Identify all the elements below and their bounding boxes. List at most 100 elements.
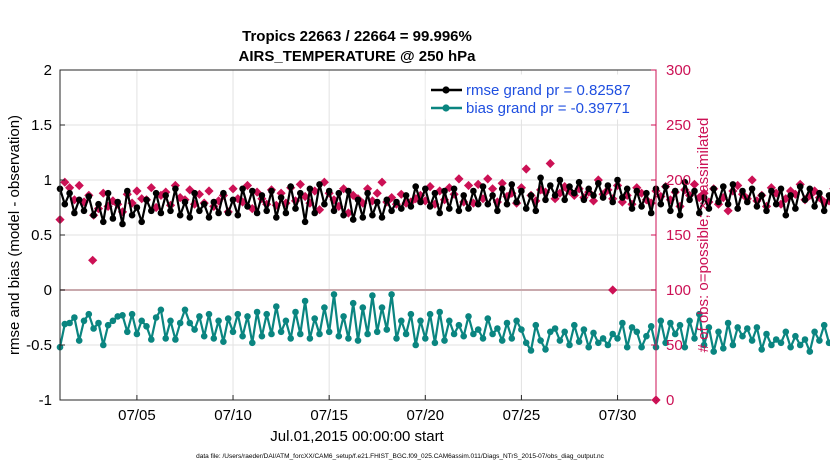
rmse-point bbox=[671, 187, 679, 195]
rmse-point bbox=[282, 209, 290, 217]
bias-point bbox=[494, 325, 501, 332]
rmse-point bbox=[234, 211, 242, 219]
bias-point bbox=[306, 335, 314, 342]
rmse-point bbox=[787, 192, 794, 199]
bias-point bbox=[748, 337, 756, 344]
bias-point bbox=[522, 339, 530, 347]
obs-assimilated-point bbox=[545, 158, 555, 169]
bias-point bbox=[489, 330, 496, 338]
legend-rmse-label: rmse grand pr = 0.82587 bbox=[466, 82, 631, 99]
rmse-point bbox=[388, 207, 395, 215]
bias-point bbox=[825, 339, 830, 347]
bias-point bbox=[398, 317, 405, 325]
rmse-point bbox=[748, 185, 756, 193]
rmse-point bbox=[820, 207, 828, 215]
rmse-point bbox=[258, 192, 266, 199]
obs-assimilated-point bbox=[747, 175, 757, 185]
rmse-point bbox=[373, 198, 381, 206]
bias-point bbox=[619, 319, 626, 327]
rmse-point bbox=[128, 211, 136, 219]
obs-assimilated-point bbox=[473, 179, 483, 189]
bias-point bbox=[148, 336, 155, 343]
bias-point bbox=[316, 330, 323, 338]
bias-point bbox=[172, 336, 179, 343]
bias-point bbox=[527, 347, 535, 354]
obs-assimilated-point bbox=[372, 188, 382, 198]
bias-point bbox=[277, 328, 285, 336]
x-tick-label: 07/25 bbox=[503, 407, 541, 424]
bias-point bbox=[811, 328, 818, 336]
rmse-point bbox=[393, 198, 400, 206]
rmse-point bbox=[407, 203, 415, 210]
bias-point bbox=[369, 292, 376, 299]
rmse-point bbox=[200, 200, 208, 208]
rmse-point bbox=[676, 211, 684, 219]
bias-point bbox=[479, 335, 487, 342]
rmse-point bbox=[301, 218, 309, 226]
rmse-point bbox=[345, 187, 352, 195]
bias-point bbox=[200, 332, 208, 340]
rmse-point bbox=[590, 192, 597, 199]
bias-point bbox=[196, 313, 203, 320]
bias-point bbox=[628, 324, 636, 331]
bias-point bbox=[753, 324, 761, 331]
x-axis-label: Jul.01,2015 00:00:00 start bbox=[270, 428, 444, 445]
rmse-point bbox=[80, 207, 88, 215]
bias-point bbox=[66, 319, 73, 327]
rmse-point bbox=[801, 196, 809, 204]
obs-assimilated-point bbox=[478, 194, 488, 204]
obs-assimilated-point bbox=[435, 186, 445, 196]
rmse-point bbox=[354, 196, 362, 204]
y2-tick-label: 150 bbox=[666, 227, 691, 244]
bias-point bbox=[75, 337, 83, 344]
rmse-point bbox=[292, 205, 299, 212]
obs-assimilated-point bbox=[204, 186, 214, 196]
rmse-point bbox=[498, 185, 506, 193]
obs-assimilated-point bbox=[420, 196, 430, 206]
bias-point bbox=[176, 319, 184, 327]
bias-point bbox=[657, 317, 665, 325]
bias-point bbox=[662, 339, 669, 347]
obs-assimilated-point bbox=[454, 174, 464, 184]
bias-point bbox=[696, 310, 703, 318]
rmse-point bbox=[595, 180, 602, 187]
bias-point bbox=[643, 332, 650, 340]
bias-point bbox=[724, 319, 732, 327]
rmse-point bbox=[66, 189, 73, 197]
obs-assimilated-point bbox=[487, 184, 498, 194]
bias-point bbox=[80, 317, 88, 325]
bias-point bbox=[638, 343, 645, 351]
y-tick-label: -1 bbox=[39, 392, 52, 409]
rmse-point bbox=[657, 200, 665, 208]
rmse-point bbox=[460, 192, 468, 199]
rmse-point bbox=[628, 205, 636, 212]
rmse-point bbox=[647, 209, 655, 217]
bias-series bbox=[56, 291, 830, 355]
obs-assimilated-point bbox=[377, 177, 387, 187]
obs-possible-point bbox=[608, 285, 618, 295]
obs-assimilated-point bbox=[314, 205, 325, 215]
rmse-point bbox=[633, 187, 641, 195]
rmse-point bbox=[61, 200, 69, 208]
bias-point bbox=[614, 335, 621, 342]
bias-point bbox=[263, 310, 271, 318]
rmse-point bbox=[758, 192, 765, 199]
rmse-point bbox=[450, 185, 458, 193]
rmse-point bbox=[297, 189, 304, 197]
rmse-point bbox=[85, 193, 93, 200]
legend-bias-label: bias grand pr = -0.39771 bbox=[466, 100, 630, 117]
rmse-point bbox=[508, 181, 516, 188]
rmse-series bbox=[56, 174, 830, 228]
bias-point bbox=[244, 313, 251, 320]
rmse-point bbox=[825, 192, 830, 199]
bias-point bbox=[311, 315, 319, 322]
bias-point bbox=[455, 321, 463, 329]
bias-point bbox=[556, 337, 564, 344]
rmse-point bbox=[532, 207, 540, 215]
bias-point bbox=[513, 317, 520, 325]
rmse-point bbox=[176, 211, 184, 219]
rmse-point bbox=[522, 205, 530, 212]
rmse-point bbox=[239, 185, 246, 193]
rmse-point bbox=[494, 207, 501, 215]
bias-point bbox=[426, 310, 434, 318]
